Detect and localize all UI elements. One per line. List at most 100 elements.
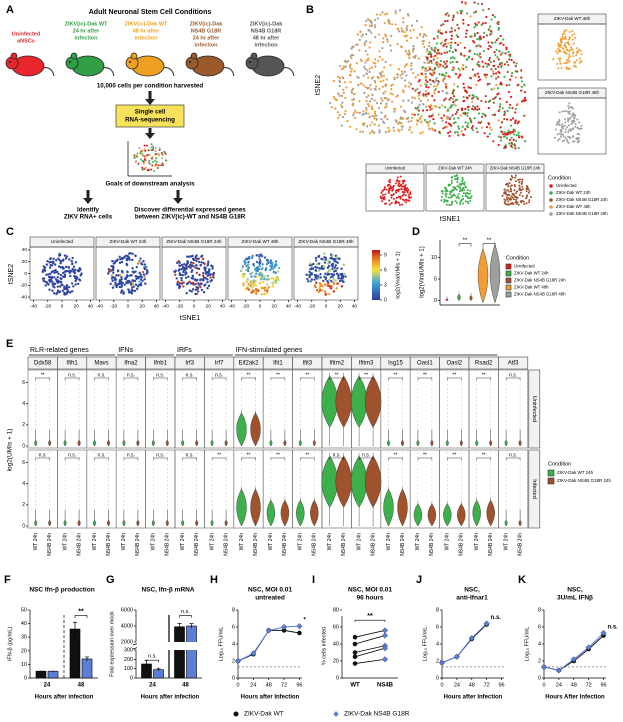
cell-dot xyxy=(365,32,368,36)
plot-frame xyxy=(537,23,607,81)
cell-dot xyxy=(260,286,263,289)
cell-dot xyxy=(508,190,511,193)
cell-dot xyxy=(334,107,337,110)
cell-dot xyxy=(568,60,571,63)
cell-dot xyxy=(409,191,412,194)
cell-dot xyxy=(389,203,392,206)
legend-swatch xyxy=(505,277,512,284)
error-bar xyxy=(177,623,182,630)
cell-dot xyxy=(442,23,445,26)
cell-dot xyxy=(336,282,340,285)
significance-bracket xyxy=(358,377,374,380)
cell-dot xyxy=(571,119,574,122)
cell-dot xyxy=(199,285,202,289)
cell-dot xyxy=(429,108,432,111)
significance-bracket xyxy=(417,457,433,460)
cell-dot xyxy=(567,38,570,41)
cell-dot xyxy=(314,276,318,279)
cell-dot xyxy=(453,83,456,86)
cell-dot xyxy=(366,53,369,56)
cell-dot xyxy=(464,112,467,116)
cell-dot xyxy=(368,132,372,135)
cell-dot xyxy=(177,284,181,287)
cell-dot xyxy=(445,60,448,63)
point xyxy=(540,663,548,670)
violin xyxy=(489,243,501,304)
cell-dot xyxy=(365,109,368,112)
cell-dot xyxy=(402,17,405,20)
cell-dot xyxy=(394,182,397,185)
y-tick-label: 4 xyxy=(538,641,541,647)
cell-dot xyxy=(367,76,370,79)
cell-dot xyxy=(377,124,381,127)
cell-dot xyxy=(443,60,446,64)
cell-dot xyxy=(417,97,420,100)
cell-dot xyxy=(447,131,450,135)
thumb-dot xyxy=(135,154,138,157)
cell-dot xyxy=(133,289,137,293)
thumb-dot xyxy=(160,164,163,167)
cell-dot xyxy=(187,275,190,278)
cell-dot xyxy=(396,43,399,46)
cell-dot xyxy=(52,257,55,260)
violin xyxy=(181,519,185,527)
cell-dot xyxy=(360,35,363,38)
cell-dot xyxy=(509,54,512,58)
cell-dot xyxy=(396,76,399,79)
cell-dot xyxy=(446,200,449,203)
cell-dot xyxy=(442,44,445,47)
cell-dot xyxy=(518,186,521,189)
cell-dot xyxy=(318,289,322,292)
cell-dot xyxy=(209,276,212,279)
cell-dot xyxy=(328,284,331,288)
cell-frame xyxy=(262,369,293,449)
cell-dot xyxy=(403,34,406,38)
cell-dot xyxy=(203,262,206,266)
legend-label: ZIKV-Dak WT 48h xyxy=(556,204,591,209)
cell-dot xyxy=(396,189,399,192)
cell-dot xyxy=(61,259,65,262)
cell-dot xyxy=(438,29,441,32)
legend-label: ZIKV-Dak NS4B G18R 48h xyxy=(514,292,566,297)
cell-dot xyxy=(274,260,278,263)
error-bar xyxy=(156,667,161,671)
cell-dot xyxy=(252,264,256,267)
significance-bracket xyxy=(211,377,227,380)
cell-dot xyxy=(451,50,455,54)
cell-dot xyxy=(484,21,487,25)
cell-dot xyxy=(558,49,561,52)
cell-dot xyxy=(555,50,558,53)
cell-dot xyxy=(568,53,571,56)
violin xyxy=(210,439,214,447)
cell-dot xyxy=(493,87,496,90)
cell-dot xyxy=(527,191,530,194)
cell-dot xyxy=(106,272,110,275)
x-tick-label: NS4B 24h xyxy=(517,533,523,556)
cell-dot xyxy=(560,129,563,132)
cell-dot xyxy=(46,260,49,263)
cell-dot xyxy=(457,67,460,70)
cell-dot xyxy=(494,41,497,44)
cell-dot xyxy=(466,114,469,117)
cell-dot xyxy=(381,193,384,196)
x-tick-label: NS4B 24h xyxy=(135,533,141,556)
axis-label: log2(ViralUMIs + 1) xyxy=(420,246,426,297)
cell-dot xyxy=(566,117,569,120)
pair-line xyxy=(354,630,386,638)
cell-frame xyxy=(115,449,146,529)
cell-dot xyxy=(444,126,447,129)
cell-dot xyxy=(453,29,457,32)
cell-dot xyxy=(389,185,392,188)
cell-dot xyxy=(456,195,459,198)
cell-dot xyxy=(424,79,428,82)
cell-dot xyxy=(509,185,512,188)
cell-dot xyxy=(462,182,465,185)
cell-dot xyxy=(335,287,338,290)
cell-dot xyxy=(143,264,146,268)
x-tick-label: -20 xyxy=(176,303,183,309)
thumb-dot xyxy=(143,168,146,171)
cell-dot xyxy=(383,97,386,100)
cell-dot xyxy=(65,255,69,258)
cell-dot xyxy=(250,271,254,274)
